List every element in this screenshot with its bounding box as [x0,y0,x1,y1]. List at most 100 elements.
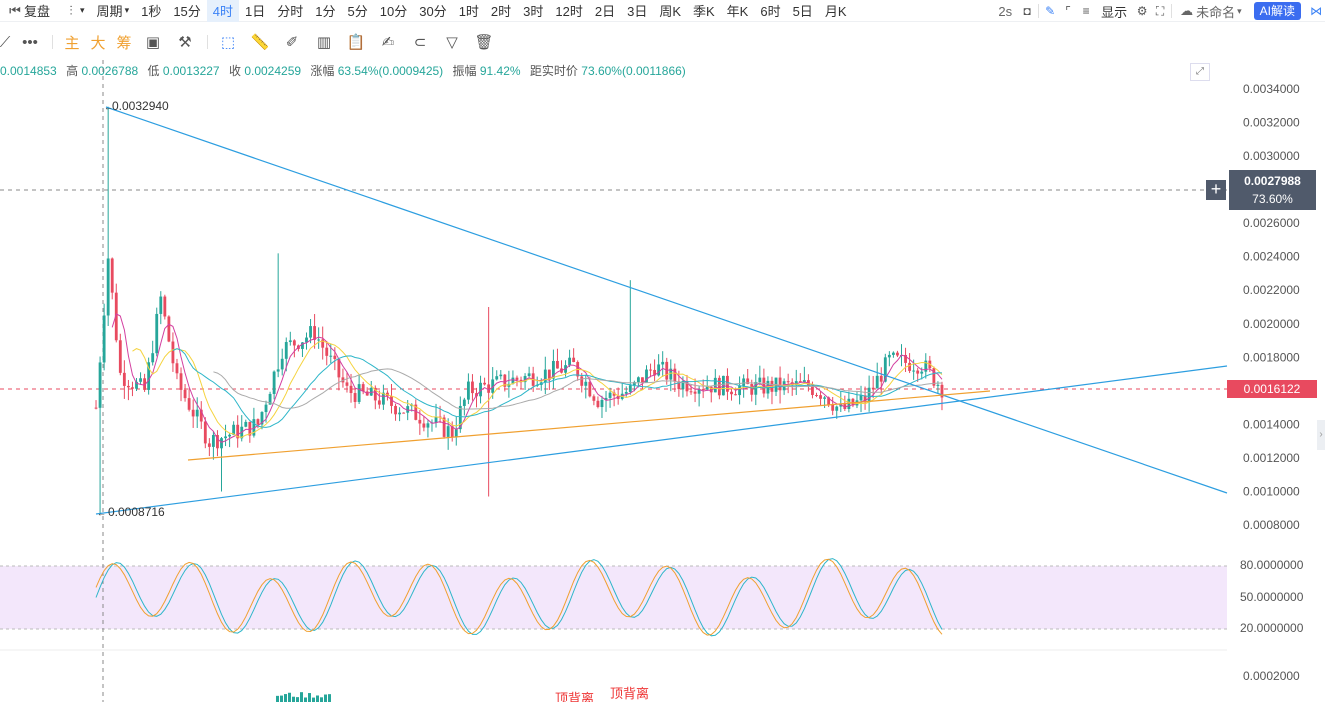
arrow-left-icon: ← [97,508,106,518]
period-item[interactable]: 1时 [458,4,479,19]
period-item[interactable]: 10分 [379,4,408,19]
candle-body [515,377,519,380]
note-icon[interactable]: ✍ [381,34,395,51]
candle-body [207,443,211,447]
chart-type-button[interactable]: ⫶ ▾ [56,0,91,22]
candle-body [551,360,555,379]
candle-body [612,392,616,396]
drawing-settings-icon[interactable]: ⚒ [178,34,192,51]
ma10-line [132,340,943,438]
main-indicator-button[interactable]: 主 [64,34,80,52]
layout-dropdown[interactable]: ☁ 未命名 ▾ [1174,0,1248,22]
candle-body [600,399,604,408]
share-icon[interactable]: ⋈ [1310,4,1322,18]
period-item[interactable]: 2时 [490,4,512,19]
ascending-trendline[interactable] [95,365,1228,515]
period-item[interactable]: 5日 [792,4,813,19]
change-label: 涨幅 [310,64,335,78]
candle-body [450,426,454,438]
cloud-icon: ☁ [1180,3,1194,18]
candle-body [390,395,393,406]
candle-body [159,296,163,314]
period-item[interactable]: 30分 [419,4,447,19]
candle-body [458,405,462,430]
period-item[interactable]: 3日 [627,4,648,19]
period-item[interactable]: 5分 [347,4,368,19]
corner-icon[interactable]: ⌜ [1065,4,1071,18]
period-item[interactable]: 2日 [594,4,616,19]
big-order-button[interactable]: 大 [90,34,106,52]
line-tool-icon[interactable]: ⟋ [0,33,11,51]
filter-icon[interactable]: ▽ [446,34,458,51]
chevron-down-icon: ▾ [124,5,130,15]
period-item[interactable]: 1日 [245,4,266,19]
brush-icon[interactable]: ✐ [285,34,299,51]
candle-body [179,373,183,390]
chip-button[interactable]: 筹 [116,34,132,52]
pen-icon[interactable]: ✎ [1045,4,1056,18]
support-line[interactable] [187,390,991,461]
candle-body [317,339,321,341]
candle-body [604,397,608,400]
change-value: 63.54%(0.0009425) [337,64,444,78]
period-item[interactable]: 12时 [555,4,583,19]
volume-bar [300,692,303,702]
candle-body [875,375,879,389]
candle-body [276,369,280,372]
period-item[interactable]: 1分 [315,4,336,19]
side-panel-handle[interactable]: › [1317,420,1325,450]
indicator-edit-icon[interactable]: ▣ [145,34,161,51]
close-label: 收 [228,64,241,78]
candle-body [827,397,831,405]
candle-body [738,385,742,396]
add-alert-button[interactable]: + [1206,180,1226,200]
period-item[interactable]: 年K [726,4,749,19]
candle-body [426,423,430,428]
candle-pattern-icon[interactable]: ▥ [316,34,332,51]
period-item[interactable]: 周K [659,4,681,19]
expand-icon[interactable]: ⤢ [1190,63,1210,81]
candle-body [580,376,584,386]
camera-icon[interactable]: ◘ [1023,4,1031,18]
price-chart[interactable]: 0.00340000.00320000.00300000.00280000.00… [0,60,1325,702]
period-dropdown[interactable]: 周期 ▾ [91,0,136,22]
candle-body [357,384,361,402]
descending-trendline[interactable] [105,106,1228,494]
candle-body [236,424,240,439]
candle-body [709,386,713,393]
period-item[interactable]: 3时 [523,4,544,19]
clipboard-icon[interactable]: 📋 [346,34,366,51]
period-item[interactable]: 15分 [173,4,201,19]
chevron-down-icon: ▾ [1237,5,1242,16]
period-item[interactable]: 6时 [760,4,781,19]
period-item[interactable]: 季K [693,4,715,19]
magnet-icon[interactable]: ⊂ [413,34,427,51]
candle-body [608,392,612,398]
candle-body [495,376,499,380]
candle-body [636,377,640,383]
candle-body [924,360,928,372]
lines-icon[interactable]: ≡ [1082,4,1090,18]
fullscreen-icon[interactable]: ⛶ [1155,3,1165,18]
toolbar-right: 2s ◘ ✎ ⌜ ≡ 显示 ⚙ ⛶ ☁ 未命名 ▾ AI解读 ⋈ [992,0,1325,22]
replay-button[interactable]: ⏮ 复盘 [0,0,56,22]
refresh-interval[interactable]: 2s [998,3,1013,19]
period-item[interactable]: 4时 [206,0,240,22]
display-button[interactable]: 显示 [1101,4,1128,20]
candle-body [284,342,288,359]
trash-icon[interactable]: 🗑 [474,34,494,51]
settings-icon[interactable]: ⚙ [1136,4,1148,18]
candle-body [272,371,276,394]
candle-body [794,381,798,385]
ai-analysis-button[interactable]: AI解读 [1253,2,1301,20]
select-tool-icon[interactable]: ⬚ [220,34,236,51]
period-item[interactable]: 分时 [277,4,304,19]
candle-body [904,354,907,363]
high-label: 高 [66,64,79,78]
ruler-icon[interactable]: 📏 [250,34,270,51]
candle-body [313,326,317,340]
more-icon[interactable]: ••• [22,33,38,51]
period-item[interactable]: 月K [824,4,847,19]
period-item[interactable]: 1秒 [141,4,162,19]
candle-body [871,387,875,389]
